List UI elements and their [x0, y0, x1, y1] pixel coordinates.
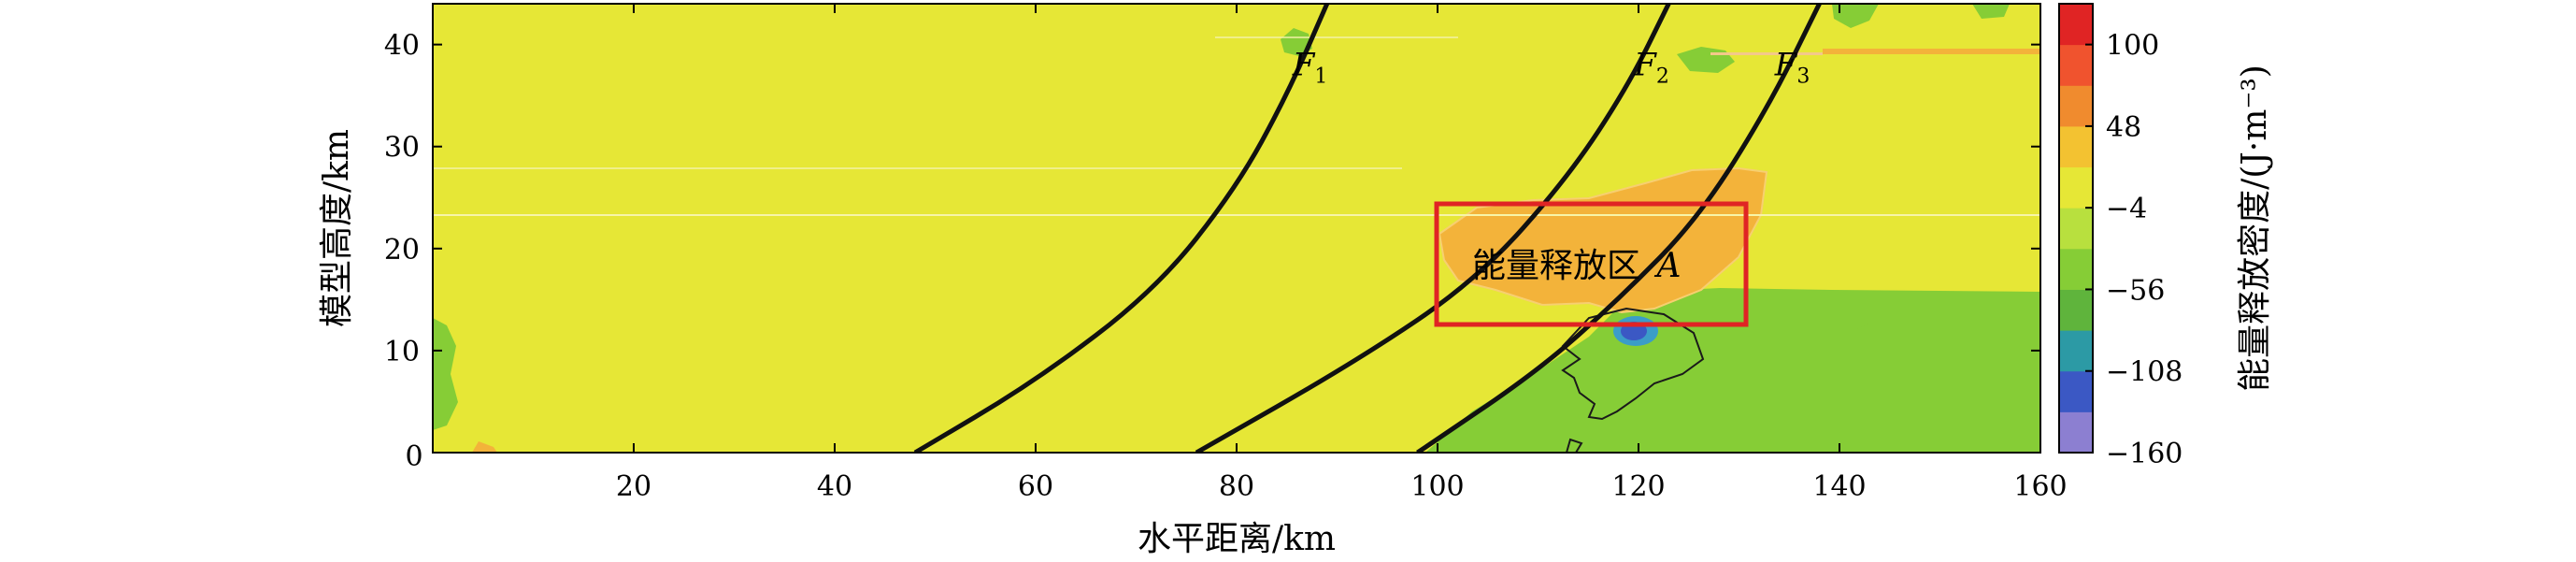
colorbar-tick-label: −56: [2106, 274, 2165, 307]
colorbar-tick-label: −4: [2106, 193, 2147, 225]
y-axis-label: 模型高度/km: [318, 129, 356, 327]
small-contour: [1566, 438, 1583, 453]
colorbar-segment: [2059, 330, 2093, 372]
x-tick-label: 140: [1812, 470, 1866, 503]
front-line-2: [1195, 4, 1671, 453]
colorbar-segment: [2059, 44, 2093, 86]
x-tick-label: 100: [1410, 470, 1464, 503]
x-tick-label: 40: [817, 470, 852, 503]
colorbar-segment: [2059, 208, 2093, 250]
release-zone-label: 能量释放区 A: [1472, 247, 1681, 285]
front-label-subscript-3: 3: [1796, 65, 1810, 88]
colorbar-segment: [2059, 370, 2093, 412]
x-tick-label: 20: [616, 470, 651, 503]
front-label-subscript-1: 1: [1314, 65, 1327, 88]
colorbar-segment: [2059, 248, 2093, 290]
front-label-3: F3: [1774, 46, 1810, 88]
y-tick-label: 20: [384, 234, 420, 267]
heatmap-field: [433, 4, 2040, 453]
front-lines: [913, 4, 1822, 453]
y-axis: 10 20 30 40: [384, 30, 2040, 368]
colorbar-segment: [2059, 166, 2093, 209]
orange-streak-2: [1710, 52, 1823, 55]
colorbar-label: 能量释放密度/(J·m⁻³): [2236, 65, 2274, 392]
green-patch-top-4: [1972, 4, 2010, 19]
colorbar-tick-label: −108: [2106, 356, 2182, 389]
colorbar-segment: [2059, 289, 2093, 331]
colorbar-segment: [2059, 4, 2093, 46]
colorbar: 100 48 −4 −56 −108 −160: [2058, 3, 2182, 470]
front-line-1: [913, 4, 1330, 453]
colorbar-tick-label: 48: [2106, 111, 2141, 144]
green-patch-top-3: [1832, 4, 1879, 28]
y-tick-label: 30: [384, 132, 420, 165]
green-patch-right: [1856, 324, 1875, 346]
x-tick-label: 80: [1219, 470, 1254, 503]
y-tick-label: 40: [384, 30, 420, 63]
minimum-contour: [1561, 307, 1705, 421]
x-axis: 0 20 40 60 80 100 120 140 160: [405, 4, 2068, 503]
front-line-3: [1416, 4, 1822, 453]
green-patch-left: [433, 318, 458, 430]
release-zone-box: [1434, 201, 1749, 327]
colorbar-segment: [2059, 411, 2093, 454]
x-tick-label: 0: [405, 440, 422, 473]
green-patch-top-1: [1281, 28, 1312, 56]
colorbar-segment: [2059, 125, 2093, 168]
colorbar-segment: [2059, 85, 2093, 127]
negative-release-region: [1425, 288, 2040, 453]
x-tick-label: 120: [1611, 470, 1665, 503]
orange-streak: [1823, 49, 2040, 54]
y-tick-label: 10: [384, 336, 420, 368]
colorbar-tick-label: −160: [2106, 438, 2182, 470]
x-tick-label: 160: [2013, 470, 2067, 503]
colorbar-frame: [2058, 3, 2094, 454]
orange-patch-bottom: [472, 441, 497, 453]
colorbar-tick-label: 100: [2106, 30, 2159, 63]
front-label-subscript-2: 2: [1656, 65, 1669, 88]
x-tick-label: 60: [1018, 470, 1053, 503]
x-axis-label: 水平距离/km: [1138, 520, 1336, 558]
